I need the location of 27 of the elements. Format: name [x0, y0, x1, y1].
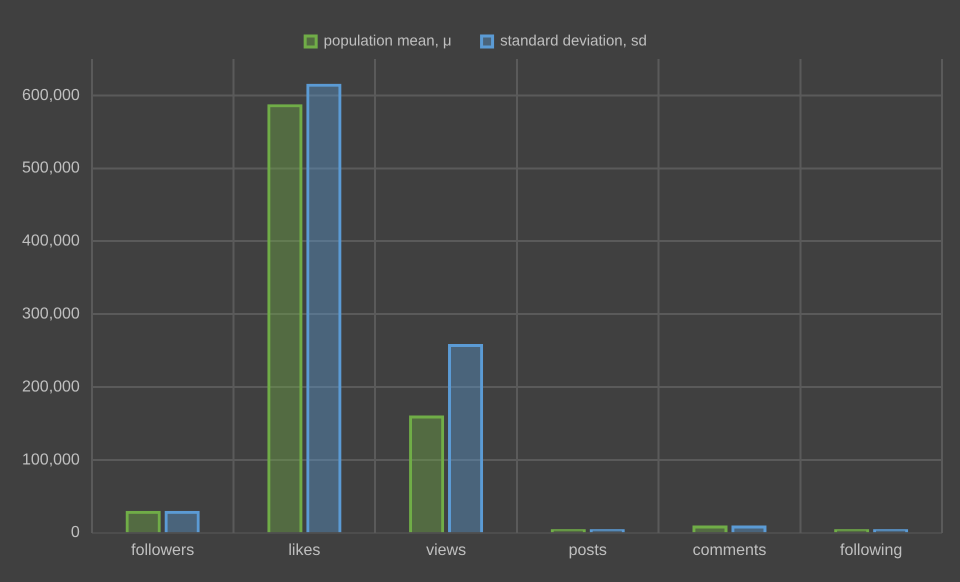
y-tick-label: 200,000: [22, 378, 80, 396]
x-tick-label: followers: [131, 542, 194, 559]
x-tick-label: posts: [568, 542, 607, 559]
x-tick-label: likes: [288, 542, 320, 559]
bar: [873, 529, 908, 532]
bar: [550, 529, 586, 532]
bar: [306, 84, 342, 532]
legend-label: standard deviation, sd: [500, 32, 647, 50]
y-tick-label: 500,000: [22, 160, 80, 177]
y-tick-label: 300,000: [22, 306, 80, 323]
x-tick-label: views: [426, 542, 466, 559]
y-tick-label: 0: [70, 524, 80, 542]
bar: [448, 344, 484, 532]
y-tick-label: 600,000: [22, 86, 80, 104]
legend-label: population mean, μ: [324, 32, 452, 50]
bar: [590, 529, 625, 532]
x-tick-label: following: [840, 542, 902, 559]
y-tick-label: 400,000: [22, 232, 80, 250]
bar: [409, 415, 444, 532]
bar: [834, 529, 870, 532]
bar: [692, 526, 728, 532]
bar: [126, 510, 161, 532]
bar: [164, 510, 200, 532]
bar: [267, 104, 302, 532]
x-tick-label: comments: [692, 542, 766, 559]
bar: [731, 526, 766, 532]
y-tick-label: 100,000: [22, 451, 80, 468]
